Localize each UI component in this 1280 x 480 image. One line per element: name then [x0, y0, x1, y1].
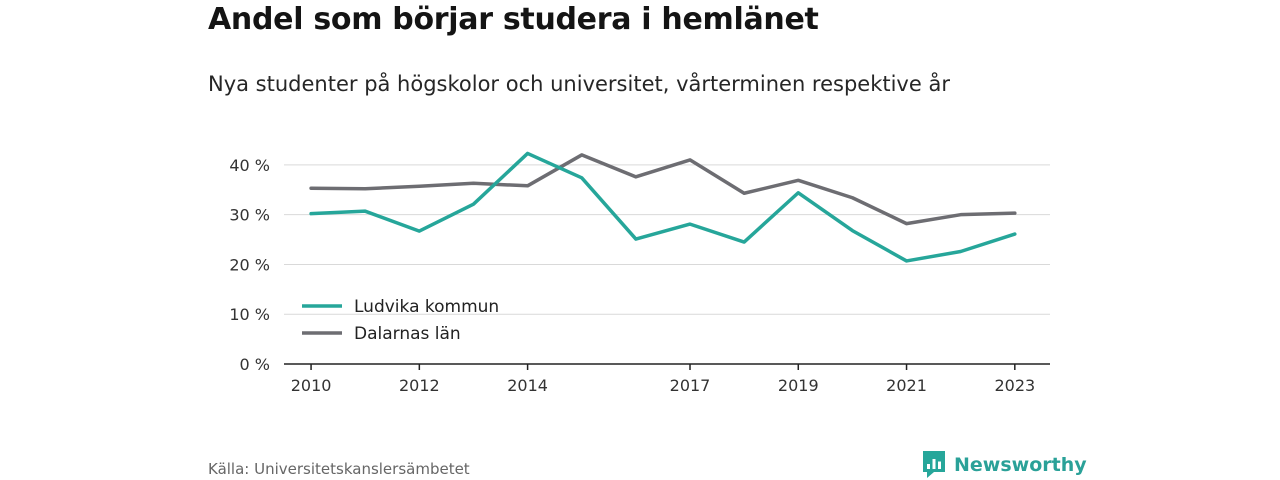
y-tick-label: 40 %: [229, 156, 270, 175]
brand-logo[interactable]: Newsworthy: [922, 450, 1087, 480]
y-tick-label: 10 %: [229, 305, 270, 324]
x-tick-label: 2017: [670, 376, 711, 395]
y-tick-label: 0 %: [240, 355, 270, 374]
y-tick-label: 20 %: [229, 255, 270, 274]
x-tick-label: 2021: [886, 376, 927, 395]
legend-label: Dalarnas län: [354, 324, 461, 344]
chart-title: Andel som börjar studera i hemlänet: [208, 2, 819, 37]
series-line-0: [309, 151, 1017, 263]
line-chart: 0 % 10 % 20 % 30 % 40 % 2010 2012 2014 2017 2019 2…: [229, 151, 1050, 395]
legend-label: Ludvika kommun: [354, 297, 499, 317]
brand-name: Newsworthy: [954, 454, 1087, 476]
series-line-1: [309, 153, 1017, 226]
x-tick-label: 2023: [994, 376, 1035, 395]
x-tick-label: 2010: [291, 376, 332, 395]
x-tick-label: 2014: [507, 376, 548, 395]
y-tick-label: 30 %: [229, 206, 270, 225]
source-note: Källa: Universitetskanslersämbetet: [208, 460, 470, 478]
x-tick-label: 2019: [778, 376, 819, 395]
chart-subtitle: Nya studenter på högskolor och universit…: [208, 72, 950, 96]
newsworthy-logo-icon: [923, 451, 945, 478]
x-tick-label: 2012: [399, 376, 440, 395]
